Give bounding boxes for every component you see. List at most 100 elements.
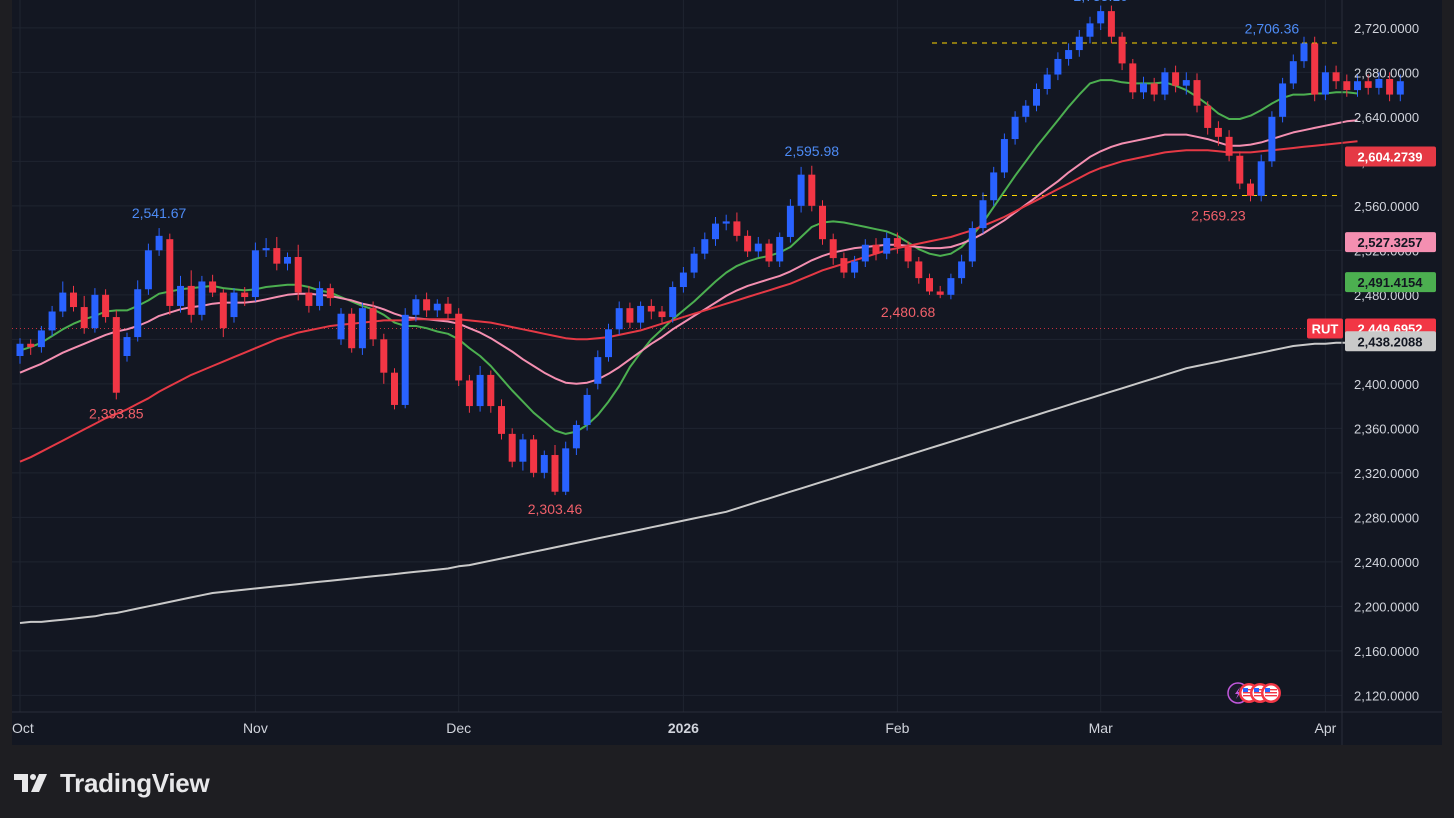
price-tag: 2,527.3257 — [1345, 232, 1436, 253]
candle-body — [337, 313, 345, 340]
candle-up — [401, 308, 409, 409]
candle-body — [797, 174, 805, 206]
candle-up — [883, 232, 891, 260]
candle-up — [1396, 74, 1404, 102]
candle-down — [733, 212, 741, 242]
candle-down — [1311, 36, 1319, 102]
candle-up — [59, 281, 67, 318]
candle-down — [915, 256, 923, 284]
candle-body — [904, 246, 912, 262]
candle-up — [316, 281, 324, 311]
price-tags: 2,604.27392,527.32572,491.41542,449.6952… — [1307, 146, 1436, 352]
candle-up — [1054, 52, 1062, 81]
candle-up — [412, 294, 420, 322]
candle-up — [1000, 133, 1008, 178]
candle-body — [936, 291, 944, 295]
candle-up — [1354, 74, 1361, 97]
candle-body — [947, 278, 955, 295]
y-tick-label: 2,680.0000 — [1354, 65, 1419, 80]
us-flag-icon[interactable] — [1261, 683, 1281, 703]
candle-body — [1054, 58, 1062, 75]
candle-up — [262, 238, 270, 257]
candle-body — [776, 236, 784, 262]
candle-down — [508, 428, 516, 468]
candle-body — [1343, 81, 1351, 91]
candle-up — [861, 239, 869, 267]
candle-up — [476, 366, 484, 412]
candle-down — [1332, 65, 1340, 89]
candle-body — [572, 424, 580, 449]
candle-body — [187, 285, 195, 315]
candle-body — [476, 374, 484, 407]
candle-down — [808, 165, 816, 212]
candle-body — [958, 261, 966, 279]
candle-up — [251, 242, 259, 302]
candle-up — [16, 338, 24, 364]
candle-body — [177, 285, 184, 306]
candle-body — [926, 278, 933, 292]
candle-body — [968, 228, 976, 262]
candle-down — [166, 233, 174, 315]
moving-average-line — [19, 119, 1358, 385]
candle-up — [48, 305, 56, 336]
candle-up — [947, 273, 955, 300]
candle-up — [669, 281, 677, 323]
candle-up — [1257, 154, 1265, 202]
candle-down — [744, 230, 752, 257]
candle-up — [177, 275, 184, 313]
symbol-tag-bg — [1307, 318, 1343, 339]
candle-body — [241, 292, 249, 298]
candle-body — [209, 281, 217, 293]
brand-name: TradingView — [60, 767, 210, 798]
x-tick-label: Mar — [1089, 720, 1113, 736]
candle-body — [990, 172, 998, 201]
candle-body — [70, 292, 77, 308]
candle-body — [305, 292, 313, 306]
candle-body — [1022, 105, 1030, 117]
flag-stripe — [1254, 695, 1266, 697]
low-price-label: 2,303.46 — [528, 501, 583, 517]
candle-body — [1193, 80, 1201, 106]
candle-body — [744, 235, 752, 252]
price-tag-bg — [1345, 272, 1436, 293]
candle-body — [808, 174, 816, 206]
candle-up — [797, 166, 805, 213]
candle-up — [572, 420, 580, 456]
price-tag: 2,438.2088 — [1345, 331, 1436, 352]
candle-up — [37, 325, 45, 353]
axes: 2,720.00002,680.00002,640.00002,600.0000… — [12, 0, 1442, 745]
moving-average-line — [19, 79, 1358, 435]
candle-up — [1075, 30, 1083, 57]
candle-down — [209, 274, 217, 298]
candle-body — [144, 250, 152, 290]
candlestick-chart[interactable]: 2,735.10 2,706.36 2,595.98 2,541.67 2,569.23… — [12, 0, 1442, 745]
candle-down — [819, 200, 826, 245]
low-price-label: 2,480.68 — [881, 304, 936, 320]
candle-body — [508, 433, 516, 462]
candle-down — [1386, 72, 1394, 102]
event-icons[interactable] — [1227, 682, 1281, 704]
candle-down — [1343, 74, 1351, 97]
candle-up — [1161, 67, 1169, 101]
candle-down — [369, 301, 377, 346]
candle-up — [637, 301, 645, 329]
candle-body — [487, 374, 495, 407]
x-tick-label: 2026 — [668, 720, 699, 736]
candle-up — [1033, 83, 1040, 112]
candle-down — [241, 287, 249, 306]
candle-body — [893, 238, 901, 247]
chart-area[interactable]: 2,735.10 2,706.36 2,595.98 2,541.67 2,569.23… — [12, 0, 1442, 745]
candle-body — [562, 448, 570, 492]
candle-up — [337, 308, 345, 345]
candle-body — [786, 205, 794, 237]
candle-up — [851, 255, 859, 279]
candle-body — [498, 406, 505, 434]
candle-body — [583, 394, 591, 425]
candle-body — [326, 288, 334, 299]
candle-up — [123, 332, 131, 362]
candle-body — [1140, 83, 1147, 93]
dashed-levels — [12, 42, 1342, 330]
y-tick-label: 2,280.0000 — [1354, 510, 1419, 525]
candle-body — [861, 244, 869, 262]
candle-down — [294, 244, 302, 301]
